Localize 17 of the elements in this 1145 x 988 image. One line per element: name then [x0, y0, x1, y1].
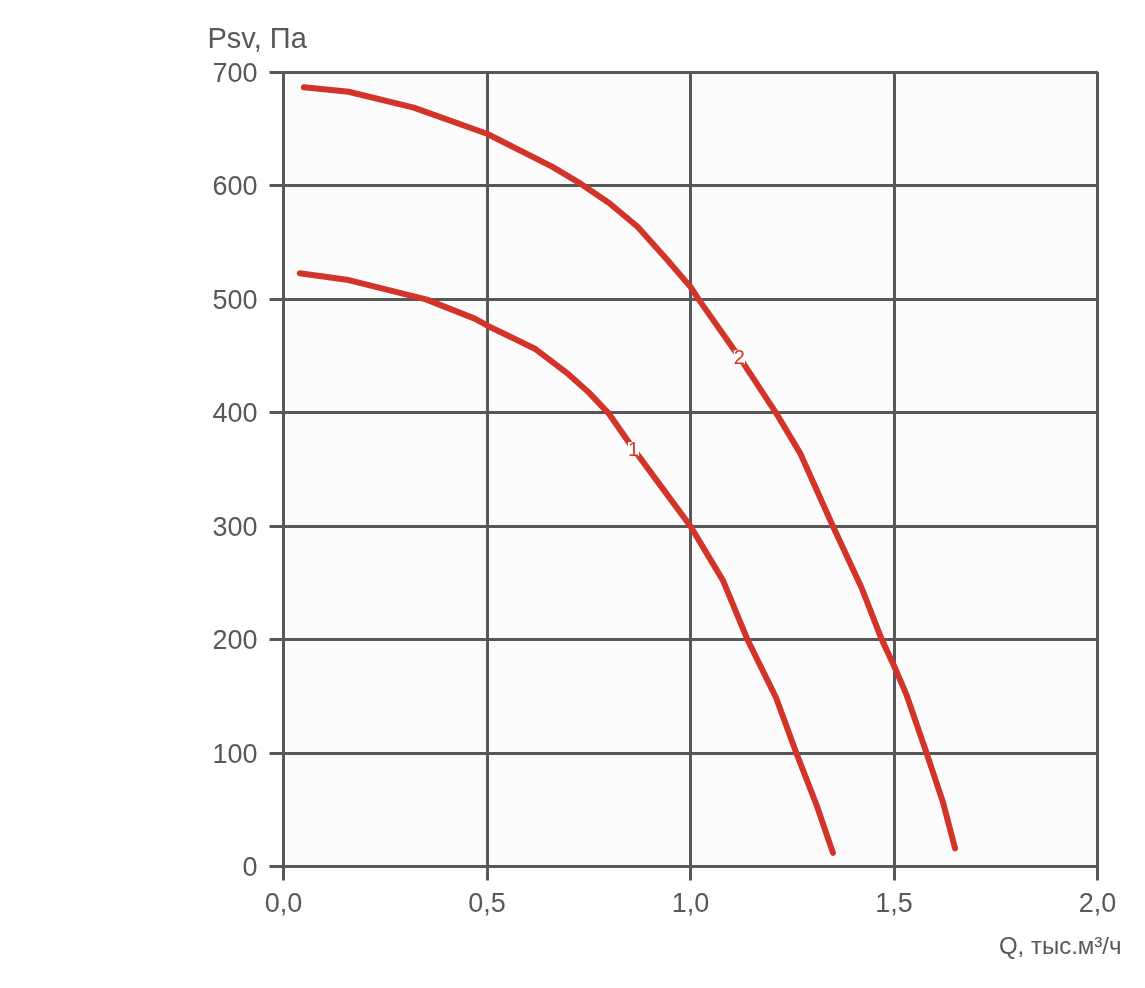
y-tick-label: 200: [212, 625, 258, 656]
x-tick-label: 1,0: [671, 887, 710, 918]
x-axis-title: Q, тыс.м³/ч: [998, 931, 1122, 959]
y-tick-label: 100: [212, 738, 258, 769]
y-tick-label: 300: [212, 511, 258, 542]
x-tick-label: 1,5: [875, 887, 913, 918]
x-tick-label: 2,0: [1078, 887, 1117, 918]
x-tick-label: 0,0: [264, 887, 303, 918]
y-tick-label: 500: [212, 284, 258, 315]
series-label: 2: [733, 346, 745, 369]
y-tick-label: 400: [212, 398, 258, 429]
y-tick-label: 600: [212, 171, 258, 202]
y-tick-label: 700: [212, 58, 258, 88]
y-tick-label: 0: [242, 852, 258, 882]
y-axis-title: Psv, Па: [207, 21, 308, 54]
series-label: 1: [627, 438, 640, 461]
x-tick-label: 0,5: [468, 887, 506, 918]
